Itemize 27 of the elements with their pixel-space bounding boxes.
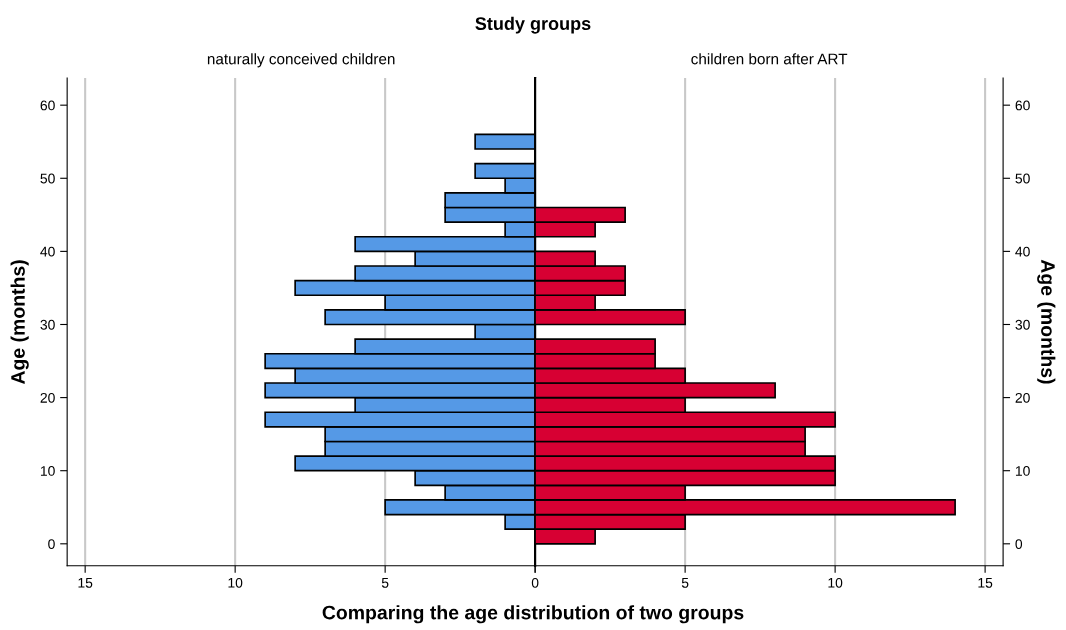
y-tick-label: 50: [1015, 173, 1030, 184]
y-tick-label: 40: [1015, 246, 1030, 257]
y-tick-label: 0: [48, 539, 55, 549]
x-tick-label: 10: [828, 577, 843, 588]
x-axis-title: Comparing the age distribution of two groups: [322, 605, 744, 624]
y-tick-label: 30: [1015, 319, 1030, 330]
y-axis-title: Age (months): [10, 260, 29, 385]
y-axis-title: Age (months): [1037, 259, 1056, 384]
x-tick-label: 5: [681, 578, 689, 588]
chart-subtitle: naturally conceived children: [207, 53, 395, 68]
y-tick-label: 20: [1015, 392, 1030, 403]
y-tick-label: 10: [40, 466, 55, 476]
x-tick-label: 15: [78, 578, 93, 588]
y-tick-label: 30: [40, 319, 55, 330]
x-tick-label: 10: [228, 577, 243, 588]
y-tick-label: 40: [40, 246, 55, 257]
y-tick-label: 10: [1015, 466, 1030, 476]
x-tick-label: 0: [531, 577, 539, 588]
chart-title: Study groups: [475, 16, 591, 34]
y-tick-label: 60: [40, 100, 55, 111]
y-tick-label: 50: [40, 173, 55, 184]
y-tick-label: 20: [40, 392, 55, 403]
y-tick-label: 60: [1015, 100, 1030, 111]
y-tick-label: 0: [1015, 539, 1023, 549]
x-tick-label: 15: [978, 578, 993, 588]
chart-subtitle: children born after ART: [691, 53, 848, 65]
x-tick-label: 5: [381, 578, 389, 588]
